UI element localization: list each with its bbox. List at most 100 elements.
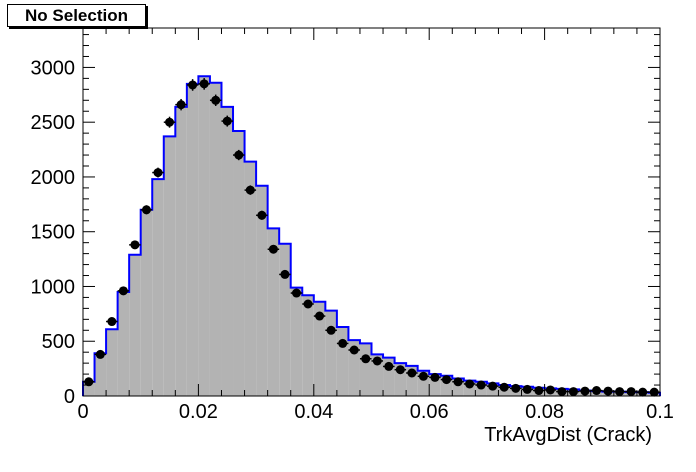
- hist-bar: [406, 365, 418, 396]
- x-tick-label: 0.04: [294, 401, 333, 423]
- hist-bar: [383, 357, 395, 396]
- point-marker: [176, 100, 186, 110]
- hist-bar: [106, 329, 118, 396]
- hist-bar: [83, 381, 95, 396]
- hist-bar: [359, 343, 372, 396]
- data-point: [613, 387, 626, 397]
- data-point: [498, 382, 510, 392]
- data-point: [371, 356, 384, 366]
- point-marker: [222, 116, 232, 126]
- data-point: [336, 338, 349, 348]
- data-point: [383, 361, 395, 371]
- y-tick-label: 2500: [31, 112, 76, 134]
- point-marker: [465, 379, 475, 389]
- hist-bar: [279, 243, 291, 396]
- point-marker: [430, 372, 440, 382]
- hist-bar: [371, 354, 384, 396]
- data-point: [279, 269, 291, 279]
- point-marker: [303, 299, 313, 309]
- hist-bar: [152, 179, 164, 396]
- hist-bar: [186, 83, 199, 396]
- hist-bar: [233, 130, 245, 396]
- point-marker: [165, 117, 175, 127]
- point-marker: [615, 387, 625, 397]
- point-marker: [130, 240, 140, 250]
- point-marker: [603, 386, 613, 396]
- data-point: [83, 377, 95, 387]
- point-marker: [188, 80, 198, 90]
- hist-bar: [244, 161, 257, 396]
- hist-bar: [348, 340, 360, 396]
- data-point: [417, 371, 430, 381]
- y-tick-label: 500: [42, 331, 75, 353]
- point-marker: [268, 244, 278, 254]
- hist-bar: [129, 254, 141, 396]
- point-marker: [118, 286, 128, 296]
- point-marker: [315, 311, 325, 321]
- data-points-layer: [83, 78, 660, 397]
- hist-bar: [256, 185, 268, 396]
- point-marker: [522, 384, 532, 394]
- y-tick-label: 3000: [31, 57, 76, 79]
- point-marker: [349, 345, 359, 355]
- data-point: [486, 381, 499, 391]
- hist-bar: [117, 291, 130, 396]
- selection-label-text: No Selection: [25, 5, 128, 25]
- data-point: [625, 387, 637, 397]
- plot-frame: [82, 27, 661, 397]
- point-marker: [153, 168, 163, 178]
- data-point: [129, 240, 141, 250]
- hist-bar: [290, 287, 303, 396]
- data-point: [348, 345, 360, 355]
- point-marker: [338, 338, 348, 348]
- point-marker: [557, 387, 567, 397]
- hist-bar: [198, 76, 210, 396]
- point-marker: [84, 377, 94, 387]
- data-point: [533, 386, 545, 396]
- point-marker: [257, 210, 267, 220]
- point-marker: [476, 380, 486, 390]
- axes-frame: [82, 27, 661, 397]
- hist-bar: [140, 209, 153, 396]
- x-axis-label: TrkAvgDist (Crack): [484, 424, 652, 446]
- point-marker: [395, 365, 405, 375]
- y-tick-label: 1000: [31, 276, 76, 298]
- data-point: [106, 317, 118, 327]
- point-marker: [95, 349, 105, 359]
- data-point: [152, 167, 164, 178]
- data-point: [429, 372, 441, 382]
- data-point: [233, 149, 245, 161]
- data-point: [602, 386, 614, 396]
- data-point: [198, 78, 210, 90]
- point-marker: [499, 382, 509, 392]
- data-point: [567, 387, 580, 397]
- point-marker: [453, 377, 463, 387]
- x-tick-label: 0.06: [410, 401, 449, 423]
- hist-bar: [313, 301, 326, 396]
- x-tick-label: 0.02: [179, 401, 218, 423]
- data-point: [325, 325, 337, 335]
- point-marker: [511, 383, 521, 393]
- point-marker: [626, 387, 636, 397]
- hist-bar: [394, 363, 407, 396]
- hist-bar: [209, 82, 222, 396]
- hist-bar: [302, 295, 314, 396]
- data-point: [394, 365, 407, 375]
- data-point: [440, 375, 453, 385]
- selection-label[interactable]: No Selection: [7, 4, 146, 27]
- data-point: [359, 354, 372, 364]
- data-point: [244, 185, 257, 195]
- data-point: [556, 387, 568, 397]
- data-point: [452, 377, 464, 387]
- hist-bar: [336, 327, 349, 396]
- data-point: [579, 386, 591, 396]
- point-marker: [488, 381, 498, 391]
- y-tick-label: 0: [64, 386, 75, 408]
- data-point: [636, 387, 649, 397]
- point-marker: [442, 375, 452, 385]
- data-point: [209, 94, 222, 106]
- hist-bar: [267, 228, 280, 396]
- data-point: [648, 387, 660, 397]
- point-marker: [199, 79, 209, 89]
